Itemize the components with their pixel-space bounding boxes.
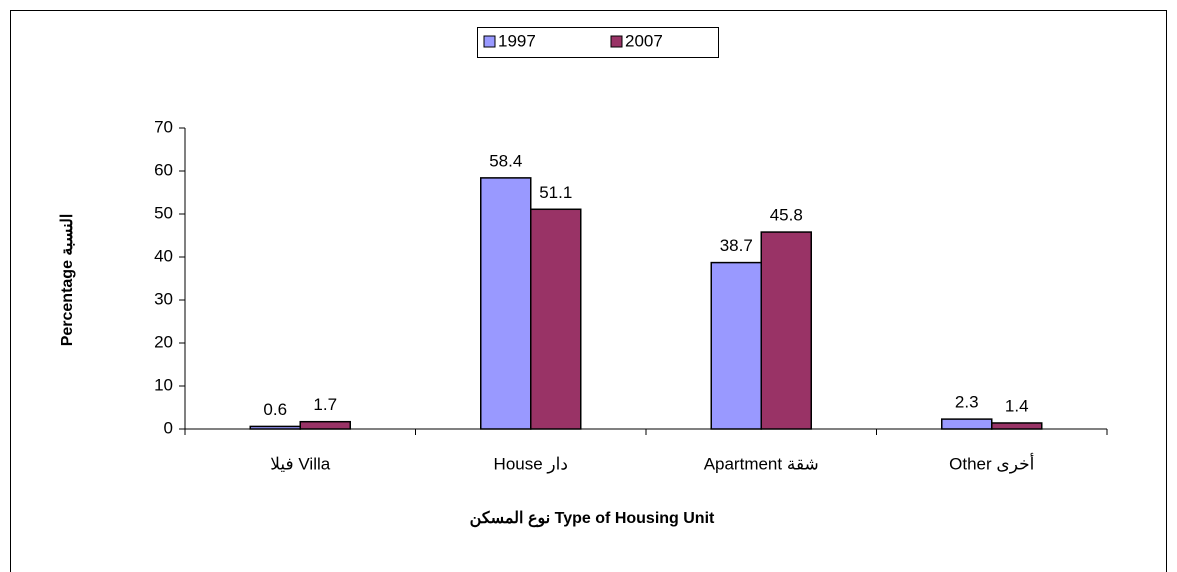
value-label: 1.7	[313, 395, 337, 414]
legend-swatch	[483, 35, 496, 48]
bar	[760, 231, 812, 430]
legend-swatch	[610, 35, 623, 48]
value-label: 0.6	[263, 400, 287, 419]
y-tick-label: 50	[154, 203, 173, 222]
x-tick-label: فيلا Villa	[270, 454, 330, 473]
y-tick-label: 70	[154, 117, 173, 136]
bar	[991, 422, 1043, 430]
chart-frame	[10, 10, 1167, 572]
legend-label: 1997	[498, 31, 536, 50]
y-tick-label: 0	[164, 418, 173, 437]
x-tick-label: Apartment شقة	[704, 454, 819, 473]
value-label: 58.4	[489, 151, 522, 170]
x-tick-label: Other أخرى	[949, 452, 1034, 474]
y-tick-label: 20	[154, 332, 173, 351]
y-axis-title: Percentage النسبة	[59, 214, 76, 347]
value-label: 51.1	[539, 183, 572, 202]
y-tick-label: 30	[154, 289, 173, 308]
bar	[941, 418, 993, 430]
value-label: 38.7	[720, 236, 753, 255]
bar	[299, 420, 351, 430]
value-label: 2.3	[955, 393, 979, 412]
bar	[710, 261, 762, 430]
y-tick-label: 10	[154, 375, 173, 394]
value-label: 45.8	[770, 206, 803, 225]
y-tick-label: 40	[154, 246, 173, 265]
bar	[530, 208, 582, 430]
legend-box	[477, 27, 719, 58]
x-tick-label: House دار	[494, 454, 568, 474]
y-tick-label: 60	[154, 160, 173, 179]
x-axis-title: نوع المسكن Type of Housing Unit	[470, 510, 715, 528]
bar	[480, 177, 532, 430]
value-label: 1.4	[1005, 396, 1029, 415]
legend-label: 2007	[625, 31, 663, 50]
